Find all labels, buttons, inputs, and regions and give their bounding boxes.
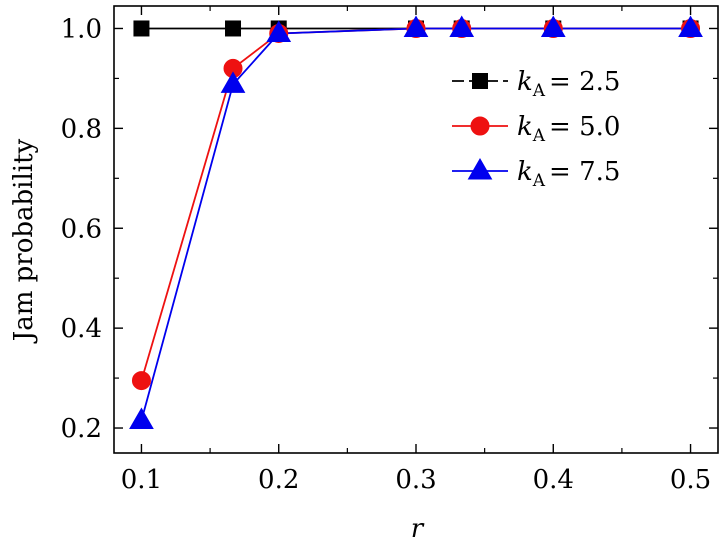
y-tick-label: 0.8 [61, 114, 102, 144]
x-axis-title: r [411, 514, 425, 544]
y-tick-label: 0.2 [61, 414, 102, 444]
series-3-point [129, 407, 154, 430]
y-tick-label: 1.0 [61, 14, 102, 44]
series-3-point [449, 15, 475, 37]
series-1-point [225, 20, 242, 37]
legend-marker-3 [467, 157, 493, 180]
y-axis-title: Jam probability [9, 138, 39, 344]
legend-marker-2 [470, 116, 490, 136]
x-tick-label: 0.5 [670, 465, 711, 495]
legend-label-2: kA = 5.0 [517, 112, 620, 146]
x-tick-label: 0.4 [533, 465, 574, 495]
series-3-point [540, 15, 566, 37]
series-3-point [678, 15, 703, 37]
axes: 0.1 0.2 0.3 0.4 0.5 0.2 0.4 0.6 0.8 1.0 [61, 5, 719, 495]
legend: kA = 2.5 kA = 5.0 kA = 7.5 [452, 67, 620, 191]
series-1-point [133, 20, 150, 37]
legend-label-3: kA = 7.5 [517, 157, 620, 191]
legend-label-1: kA = 2.5 [517, 67, 620, 101]
plot-area [129, 15, 703, 430]
y-tick-label: 0.4 [61, 314, 102, 344]
series-3-point [266, 20, 292, 42]
legend-marker-1 [472, 73, 488, 89]
x-tick-label: 0.2 [258, 465, 299, 495]
series-2-point [131, 371, 151, 391]
series-3-point [220, 71, 246, 93]
x-tick-label: 0.1 [121, 465, 162, 495]
y-tick-label: 0.6 [61, 214, 102, 244]
x-tick-label: 0.3 [395, 465, 436, 495]
plot-frame [113, 5, 719, 454]
series-3-point [403, 15, 429, 37]
